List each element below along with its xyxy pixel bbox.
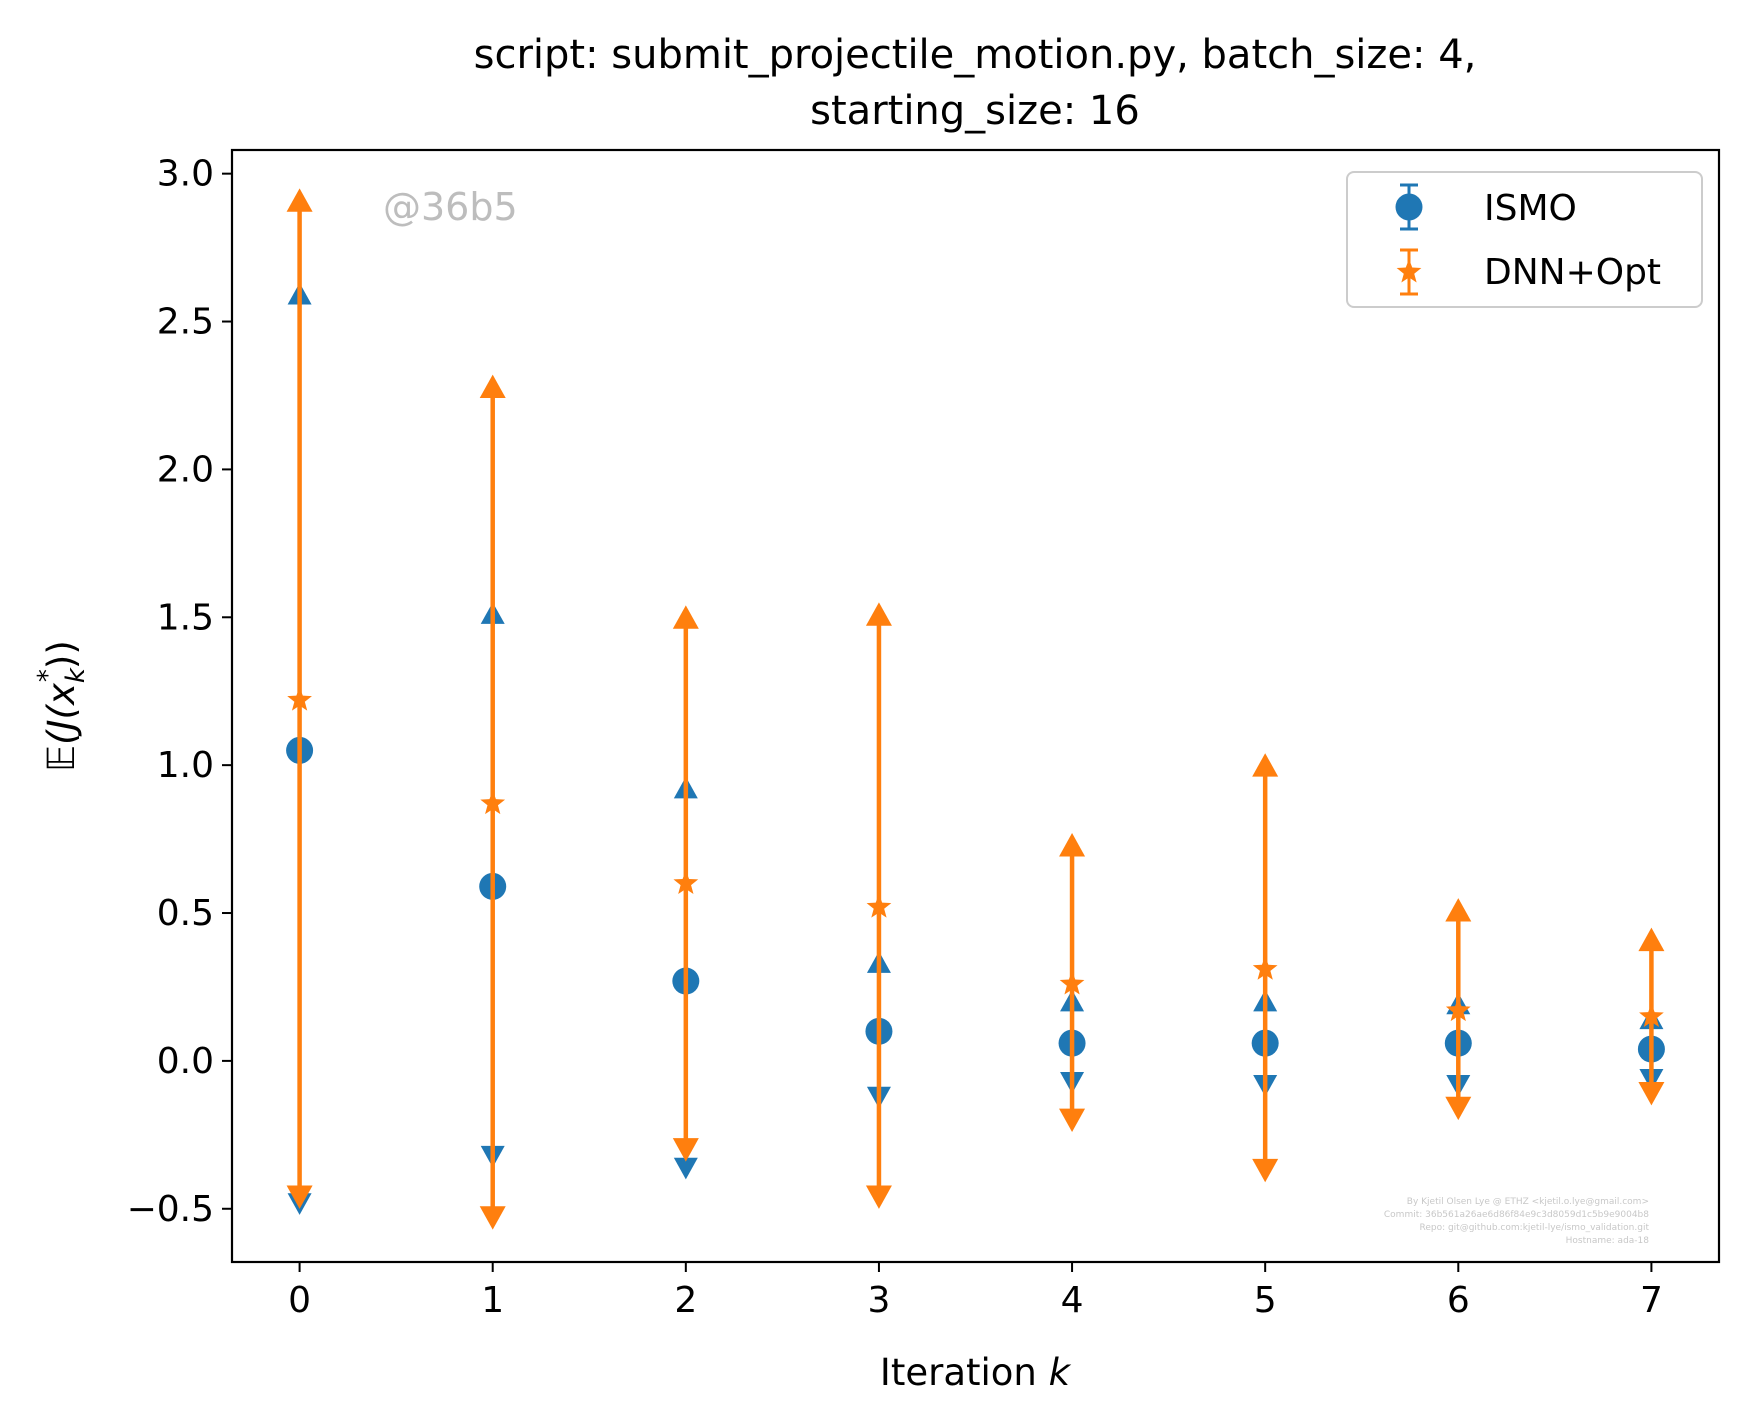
- dnn-upper-limit-marker: [1059, 833, 1085, 856]
- y-axis-title: 𝔼(J(xk*)): [33, 640, 91, 772]
- dnn-upper-limit-marker: [480, 375, 506, 398]
- footer-credits: By Kjetil Olsen Lye @ ETHZ <kjetil.o.lye…: [1384, 1197, 1650, 1246]
- x-tick-label: 5: [1254, 1280, 1277, 1321]
- axis-ticks: 0 1 2 3 4 5 6 7 −0.5 0.0 0.5 1.0 1.5 2.0 2.5 3.0: [127, 154, 1663, 1321]
- x-tick-label: 4: [1061, 1280, 1084, 1321]
- dnn-lower-limit-marker: [866, 1185, 892, 1208]
- dnn-lower-limit-marker: [480, 1206, 506, 1229]
- legend-ismo-point: [1396, 194, 1423, 221]
- watermark: @36b5: [383, 185, 518, 229]
- dnn-upper-limit-marker: [1445, 898, 1471, 921]
- dnn-upper-limit-marker: [287, 188, 313, 211]
- legend: ISMO DNN+Opt: [1347, 172, 1702, 307]
- legend-label-ismo: ISMO: [1484, 188, 1577, 229]
- x-tick-label: 1: [481, 1280, 504, 1321]
- x-tick-label: 3: [867, 1280, 890, 1321]
- x-tick-label: 2: [674, 1280, 697, 1321]
- dnn-upper-limit-marker: [866, 602, 892, 625]
- series-dnn-opt: [287, 188, 1665, 1229]
- y-tick-label: 3.0: [157, 154, 214, 195]
- data-marks: [286, 188, 1665, 1229]
- dnn-upper-limit-marker: [673, 605, 699, 628]
- y-tick-label: 2.0: [157, 449, 214, 490]
- dnn-lower-limit-marker: [1445, 1097, 1471, 1120]
- dnn-lower-limit-marker: [1059, 1109, 1085, 1132]
- footer-line: Commit: 36b561a26ae6d86f84e9c3d8059d1c5b…: [1384, 1210, 1649, 1220]
- dnn-upper-limit-marker: [1638, 928, 1664, 951]
- chart-title-line1: script: submit_projectile_motion.py, bat…: [474, 32, 1477, 78]
- x-axis-title: Iteration k: [880, 1351, 1072, 1394]
- footer-line: Hostname: ada-18: [1566, 1236, 1650, 1246]
- y-tick-label: 0.0: [157, 1041, 214, 1082]
- y-tick-label: −0.5: [127, 1189, 214, 1230]
- x-tick-label: 7: [1640, 1280, 1663, 1321]
- footer-line: By Kjetil Olsen Lye @ ETHZ <kjetil.o.lye…: [1407, 1197, 1649, 1207]
- footer-line: Repo: git@github.com:kjetil-lye/ismo_val…: [1419, 1223, 1649, 1233]
- x-tick-label: 0: [288, 1280, 311, 1321]
- y-tick-label: 1.5: [157, 597, 214, 638]
- x-tick-label: 6: [1447, 1280, 1470, 1321]
- dnn-lower-limit-marker: [1252, 1159, 1278, 1182]
- dnn-upper-limit-marker: [1252, 753, 1278, 776]
- y-tick-label: 0.5: [157, 893, 214, 934]
- dnn-lower-limit-marker: [1638, 1082, 1664, 1105]
- y-tick-label: 1.0: [157, 745, 214, 786]
- legend-label-dnn: DNN+Opt: [1484, 252, 1661, 293]
- axes-frame: [232, 150, 1719, 1262]
- y-tick-label: 2.5: [157, 302, 214, 343]
- chart-title-line2: starting_size: 16: [810, 88, 1140, 134]
